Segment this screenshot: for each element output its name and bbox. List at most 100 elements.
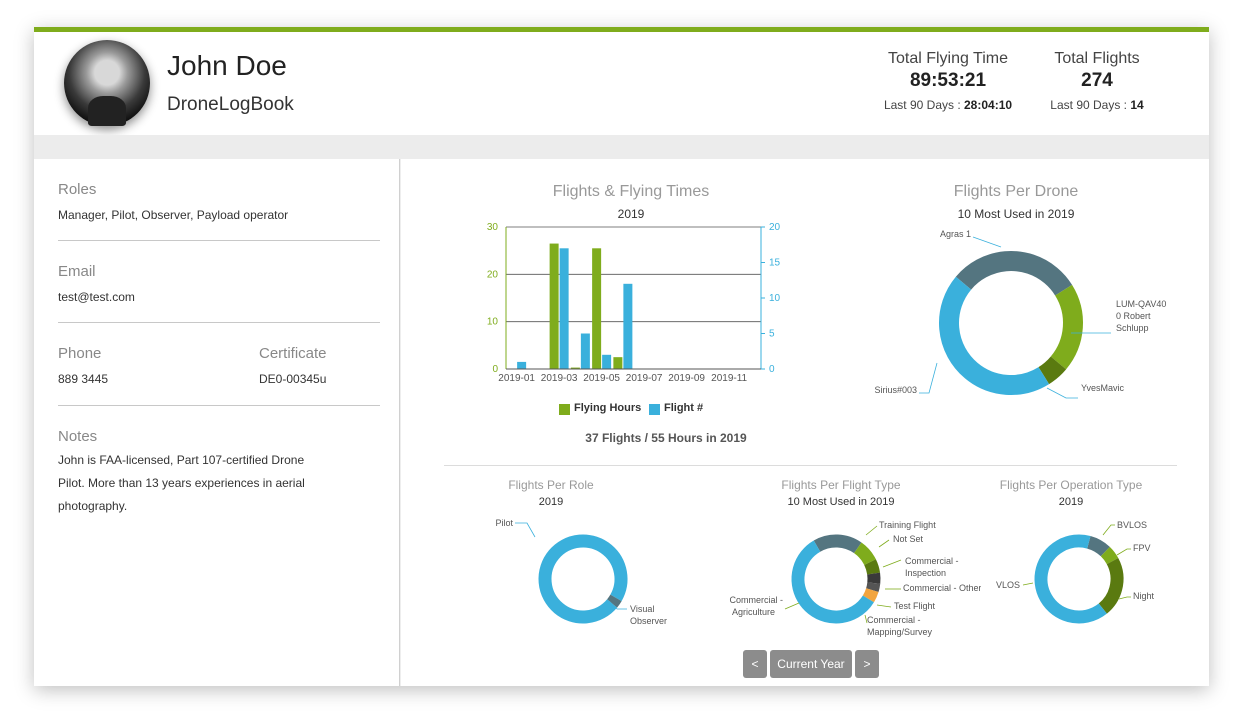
divider bbox=[444, 465, 1177, 466]
bar-flight-count[interactable] bbox=[559, 248, 569, 369]
bar-flight-count[interactable] bbox=[602, 354, 612, 369]
label-test: Test Flight bbox=[894, 601, 936, 611]
bar-flying-hours[interactable] bbox=[592, 248, 602, 369]
donut-slice[interactable] bbox=[924, 236, 1099, 411]
legend-swatch-flying-hours bbox=[559, 404, 570, 415]
label-other: Commercial - Other bbox=[903, 583, 981, 593]
certificate-label: Certificate bbox=[259, 345, 327, 362]
label-inspection-1: Commercial - bbox=[905, 556, 959, 566]
flights-90-days-label: Last 90 Days : bbox=[1050, 98, 1131, 112]
flight-type-chart-leaders bbox=[784, 525, 902, 624]
leader-notset bbox=[878, 539, 890, 548]
donut-slice[interactable] bbox=[924, 236, 1099, 411]
drone-chart-leaders bbox=[919, 236, 1111, 399]
leader-mapping bbox=[864, 614, 868, 624]
role-chart-subtitle: 2019 bbox=[538, 496, 564, 508]
leader-inspection bbox=[882, 559, 902, 568]
operation-type-chart-title: Flights Per Operation Type bbox=[999, 478, 1143, 492]
bar-chart-title: Flights & Flying Times bbox=[552, 183, 710, 200]
right-tick-label: 20 bbox=[769, 222, 781, 233]
leader-visual bbox=[608, 600, 627, 610]
donut-slice[interactable] bbox=[1032, 532, 1125, 625]
label-visual-1: Visual bbox=[630, 604, 654, 614]
leader-pilot bbox=[515, 522, 536, 538]
bar-chart-summary: 37 Flights / 55 Hours in 2019 bbox=[585, 431, 747, 445]
current-year-button[interactable]: Current Year bbox=[770, 650, 852, 678]
total-flights-label: Total Flights bbox=[1054, 50, 1140, 67]
bar-chart-legend: Flying Hours Flight # bbox=[559, 402, 739, 418]
bar-flying-hours[interactable] bbox=[570, 367, 580, 369]
label-night: Night bbox=[1133, 591, 1155, 601]
roles-field: Roles Manager, Pilot, Observer, Payload … bbox=[58, 181, 380, 227]
drone-chart-title: Flights Per Drone bbox=[953, 183, 1079, 200]
x-tick-label: 2019-05 bbox=[583, 373, 620, 384]
legend-flying-hours[interactable]: Flying Hours bbox=[574, 402, 642, 414]
leader-vlos bbox=[1022, 582, 1034, 586]
donut-slice[interactable] bbox=[784, 527, 888, 631]
prev-year-button[interactable]: < bbox=[743, 650, 767, 678]
label-vlos: VLOS bbox=[996, 580, 1020, 590]
leader-test bbox=[876, 604, 892, 608]
leader-bvlos bbox=[1102, 524, 1115, 536]
phone-value: 889 3445 bbox=[58, 372, 109, 386]
bar-flying-hours[interactable] bbox=[613, 357, 623, 369]
label-mapping-2: Mapping/Survey bbox=[867, 627, 933, 637]
leader-fpv bbox=[1116, 548, 1131, 556]
role-chart-title: Flights Per Role bbox=[508, 478, 594, 492]
operation-type-chart-leaders bbox=[1022, 524, 1131, 600]
bar-flying-hours[interactable] bbox=[549, 243, 559, 369]
email-field: Email test@test.com bbox=[58, 263, 380, 309]
left-tick-label: 0 bbox=[492, 364, 498, 375]
donut-slice[interactable] bbox=[1032, 532, 1125, 625]
operation-type-chart-subtitle: 2019 bbox=[1058, 496, 1084, 508]
leader-training bbox=[865, 525, 878, 536]
left-tick-label: 10 bbox=[487, 317, 499, 328]
bar-flight-count[interactable] bbox=[623, 283, 633, 369]
label-pilot: Pilot bbox=[495, 518, 513, 528]
charts-panel: Flights & Flying Times 2019 0 10 20 30 0 5 10 1… bbox=[401, 159, 1209, 686]
flights-per-role-chart: Pilot Visual Observer bbox=[495, 518, 667, 632]
leader-sirius bbox=[919, 362, 938, 394]
label-agri-2: Agriculture bbox=[732, 607, 775, 617]
x-tick-label: 2019-03 bbox=[541, 373, 578, 384]
profile-header: John Doe DroneLogBook Total Flying Time … bbox=[34, 32, 1209, 135]
divider bbox=[58, 405, 380, 406]
bar-flight-count[interactable] bbox=[580, 333, 590, 370]
flying-time-90-days-value: 28:04:10 bbox=[964, 98, 1013, 112]
legend-swatch-flight-count bbox=[649, 404, 660, 415]
bar-flight-count[interactable] bbox=[517, 361, 527, 369]
right-tick-label: 5 bbox=[769, 329, 775, 340]
donut-slice[interactable] bbox=[529, 525, 636, 632]
label-agras: Agras 1 bbox=[940, 229, 971, 239]
next-year-button[interactable]: > bbox=[855, 650, 879, 678]
label-inspection-2: Inspection bbox=[905, 568, 946, 578]
flights-per-drone-chart: Agras 1 LUM-QAV40 0 Robert Schlupp YvesM… bbox=[874, 229, 1166, 411]
flight-type-chart-title: Flights Per Flight Type bbox=[781, 478, 901, 492]
flights-90-days: Last 90 Days : 14 bbox=[1046, 98, 1148, 112]
total-flying-time: Total Flying Time 89:53:21 Last 90 Days … bbox=[880, 50, 1016, 112]
x-tick-label: 2019-11 bbox=[711, 373, 747, 384]
x-tick-label: 2019-09 bbox=[668, 373, 705, 384]
bar-chart-subtitle: 2019 bbox=[617, 207, 645, 221]
label-sirius: Sirius#003 bbox=[874, 385, 917, 395]
donut-slice[interactable] bbox=[529, 525, 636, 632]
app-name: DroneLogBook bbox=[167, 94, 294, 115]
divider bbox=[58, 240, 380, 241]
avatar bbox=[64, 40, 150, 126]
label-lum-3: Schlupp bbox=[1116, 323, 1149, 333]
certificate-field: Certificate DE0-00345u bbox=[259, 345, 379, 391]
email-value: test@test.com bbox=[58, 290, 135, 304]
label-lum-2: 0 Robert bbox=[1116, 311, 1151, 321]
drone-chart-subtitle: 10 Most Used in 2019 bbox=[957, 207, 1075, 221]
role-chart-leaders bbox=[515, 522, 627, 610]
label-fpv: FPV bbox=[1133, 543, 1151, 553]
profile-card: John Doe DroneLogBook Total Flying Time … bbox=[34, 27, 1209, 686]
flying-time-90-days-label: Last 90 Days : bbox=[883, 98, 964, 112]
donut-slice[interactable] bbox=[784, 527, 888, 631]
x-tick-label: 2019-07 bbox=[626, 373, 663, 384]
label-agri-1: Commercial - bbox=[729, 595, 783, 605]
legend-flight-count[interactable]: Flight # bbox=[664, 402, 704, 414]
leader-yves bbox=[1046, 387, 1078, 399]
label-notset: Not Set bbox=[893, 534, 924, 544]
divider bbox=[58, 322, 380, 323]
